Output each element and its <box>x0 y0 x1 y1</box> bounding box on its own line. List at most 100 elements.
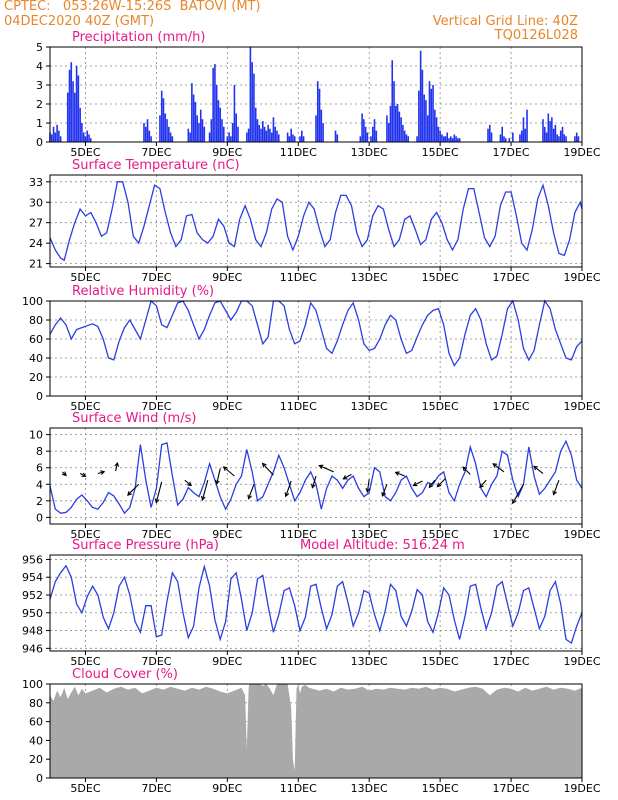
x-tick-label: 9DEC <box>212 782 242 795</box>
precip-bar <box>386 115 388 142</box>
y-tick-label: 10 <box>29 429 43 442</box>
precip-bar <box>235 113 237 142</box>
precip-bar <box>251 62 253 143</box>
wind-arrow <box>479 479 487 489</box>
precip-bar <box>547 113 550 142</box>
precip-bar <box>551 117 553 142</box>
y-tick-label: 21 <box>29 258 43 271</box>
precip-bar <box>561 126 564 142</box>
x-tick-label: 5DEC <box>70 400 100 413</box>
precip-bar <box>269 128 271 142</box>
wind-arrow <box>127 483 140 496</box>
wind-arrow <box>215 468 221 485</box>
x-tick-label: 13DEC <box>351 146 388 159</box>
precip-bar <box>256 119 259 142</box>
panel-3: 0 20 40 60 80 100 5DEC 7DEC 9DEC 11DEC 13DEC 15DEC 1… <box>22 284 601 413</box>
y-tick-label: 20 <box>29 753 43 766</box>
precip-bar <box>82 132 85 142</box>
precip-bar <box>524 128 527 142</box>
precip-bar <box>393 81 395 142</box>
precip-bar <box>387 123 390 142</box>
x-tick-label: 19DEC <box>563 146 600 159</box>
wind-arrow-shaft <box>184 479 192 486</box>
precip-bar <box>203 126 206 142</box>
x-tick-label: 17DEC <box>493 400 530 413</box>
wind-arrow-head <box>428 483 434 489</box>
precip-bar <box>423 94 425 142</box>
panel-frame <box>49 683 583 779</box>
y-tick-label: 946 <box>22 642 43 655</box>
x-tick-label: 5DEC <box>70 782 100 795</box>
precip-bar <box>318 88 321 142</box>
wind-arrow <box>222 466 235 477</box>
station-header: CPTEC: 053:26W-15:26S BATOVI (MT) <box>4 0 261 14</box>
precip-bar <box>260 128 262 142</box>
wind-arrow-shaft <box>127 483 140 496</box>
wind-arrow-shaft <box>533 465 544 474</box>
model-id-header: TQ0126L028 <box>494 28 578 43</box>
precip-bar <box>84 136 87 142</box>
y-tick-label: 2 <box>36 495 43 508</box>
precip-bar <box>446 132 449 142</box>
panel-title: Surface Wind (m/s) <box>72 411 196 426</box>
wind-arrow-head <box>462 466 468 472</box>
y-tick-label: 6 <box>36 462 43 475</box>
wind-arrow <box>412 480 423 487</box>
x-tick-label: 15DEC <box>422 528 459 541</box>
precip-bar <box>265 130 268 142</box>
precip-bar <box>230 136 232 142</box>
x-tick-label: 11DEC <box>280 782 317 795</box>
precip-bar <box>146 119 149 142</box>
x-tick-label: 19DEC <box>563 271 600 284</box>
wind-arrow <box>381 484 388 498</box>
x-tick-label: 9DEC <box>212 146 242 159</box>
precip-bar <box>254 107 257 142</box>
precip-bar <box>519 134 521 142</box>
precip-bar <box>150 136 152 142</box>
precip-bar <box>88 134 90 142</box>
precip-bar <box>432 85 434 142</box>
precip-bar <box>89 138 92 142</box>
precip-bar <box>194 102 197 142</box>
precip-bar <box>191 83 193 142</box>
wind-arrow-head <box>479 483 484 489</box>
precip-bar <box>449 136 452 142</box>
precip-bar <box>490 132 493 142</box>
precip-bar <box>272 117 275 142</box>
grid-line-header: Vertical Grid Line: 40Z <box>432 14 578 29</box>
wind-arrow <box>552 479 560 496</box>
y-tick-label: 950 <box>22 607 43 620</box>
wind-arrow <box>200 479 209 502</box>
x-tick-label: 11DEC <box>280 528 317 541</box>
precip-bar <box>451 138 454 142</box>
x-tick-label: 19DEC <box>563 400 600 413</box>
precip-bar <box>270 132 273 142</box>
precip-bar <box>426 115 429 142</box>
wind-arrow-head <box>127 491 132 496</box>
wind-arrow <box>342 473 352 480</box>
precip-bar <box>442 136 445 142</box>
wind-arrow <box>512 484 524 505</box>
precip-bar <box>293 136 296 142</box>
wind-arrow-head <box>187 481 192 487</box>
x-tick-label: 7DEC <box>141 528 171 541</box>
wind-arrow-head <box>100 470 106 475</box>
x-tick-label: 13DEC <box>351 655 388 668</box>
wind-arrow-head <box>512 499 517 505</box>
precip-bar <box>288 136 291 142</box>
precip-bar <box>187 128 190 142</box>
wind-arrow-head <box>247 494 252 500</box>
precip-bar <box>263 126 266 142</box>
wind-arrow-head <box>284 492 290 498</box>
precip-bar <box>396 104 399 142</box>
x-tick-label: 11DEC <box>280 655 317 668</box>
precip-bar <box>370 136 372 142</box>
series-line <box>49 564 583 645</box>
precip-bar <box>522 117 525 142</box>
panel-frame <box>49 300 583 397</box>
wind-arrow-head <box>311 483 316 489</box>
precip-bar <box>520 130 523 142</box>
wind-arrow <box>436 478 446 488</box>
wind-arrow <box>311 475 317 489</box>
precip-bar <box>75 66 78 142</box>
